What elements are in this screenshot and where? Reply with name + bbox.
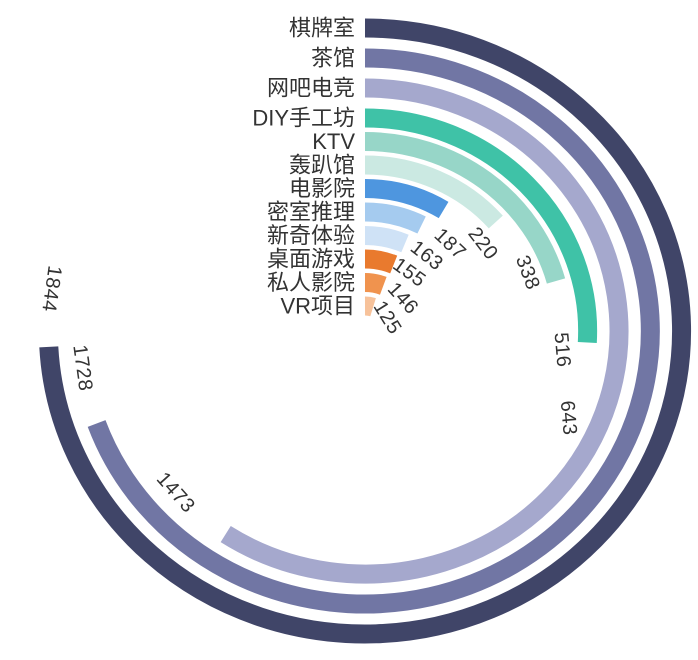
value-label: 220 [463,223,502,264]
bar-arc [364,108,598,344]
category-label: 轰趴馆 [289,153,355,178]
category-label: 桌面游戏 [267,247,355,272]
category-label: 私人影院 [267,270,355,295]
category-label: 网吧电竞 [267,76,355,101]
category-label: 棋牌室 [289,16,355,41]
category-label: 茶馆 [311,46,355,71]
bar-arc [87,48,660,614]
category-label: 新奇体验 [267,223,355,248]
bar-arc [39,18,692,644]
bar-arc [220,78,629,584]
bar-arc [364,202,426,234]
bar-arc [364,296,376,317]
value-label: 643 [556,400,581,437]
bar-arc [364,155,503,229]
category-label: 电影院 [289,176,355,201]
category-label: KTV [312,129,355,154]
value-label: 516 [550,332,575,369]
bar-arc [364,179,449,219]
category-label: DIY手工坊 [252,106,355,131]
category-label: VR项目 [280,294,355,319]
bar-arc [364,273,387,295]
category-label: 密室推理 [267,200,355,225]
value-label: 1728 [68,343,96,392]
bar-arc [364,226,409,253]
value-label: 1844 [37,264,65,313]
bar-arc [364,249,398,274]
bar-arc [364,132,566,284]
